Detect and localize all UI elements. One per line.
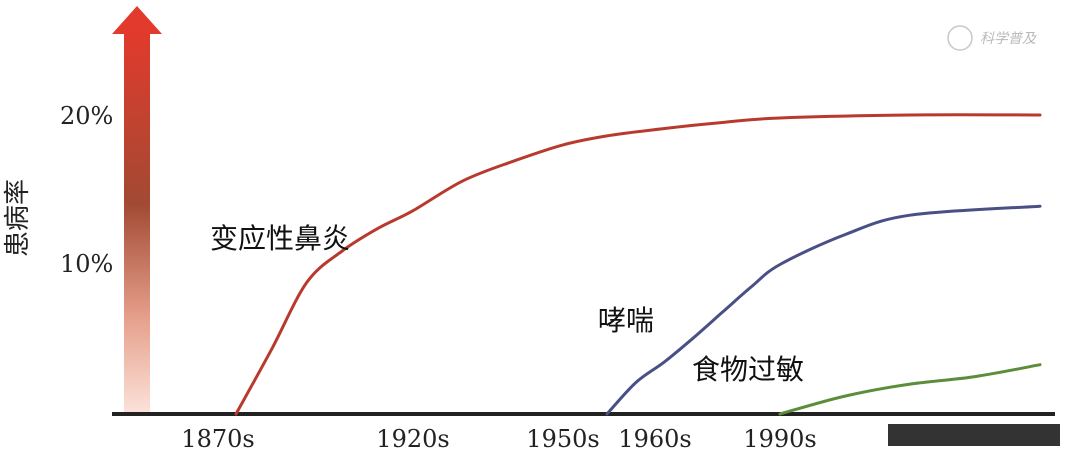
y-axis-arrow-head	[112, 6, 162, 34]
series-line-asthma	[605, 204, 1042, 416]
y-axis-arrow	[112, 6, 162, 414]
watermark-text: 科学普及	[980, 31, 1037, 47]
series-line-rhinitis	[234, 113, 1042, 416]
series-line-food-allergy	[778, 363, 1042, 416]
series-label-food-allergy: 食物过敏	[692, 353, 804, 386]
x-tick-label-1960s: 1960s	[618, 425, 691, 453]
series-label-rhinitis: 变应性鼻炎	[210, 222, 350, 255]
y-axis-label: 患病率	[3, 179, 33, 257]
watermark-logo	[947, 25, 973, 51]
y-tick-label-20: 20%	[60, 102, 113, 130]
watermark: 科学普及	[947, 25, 1037, 51]
x-tick-label-1920s: 1920s	[376, 425, 449, 453]
redacted-tick-label	[888, 424, 1060, 446]
series-label-asthma: 哮喘	[598, 304, 654, 337]
y-axis-arrow-shaft	[124, 32, 150, 414]
x-tick-label-1950s: 1950s	[526, 425, 599, 453]
x-tick-label-1990s: 1990s	[743, 425, 816, 453]
x-tick-label-1870s: 1870s	[181, 425, 254, 453]
y-tick-label-10: 10%	[60, 250, 113, 278]
series-layer	[234, 113, 1042, 416]
